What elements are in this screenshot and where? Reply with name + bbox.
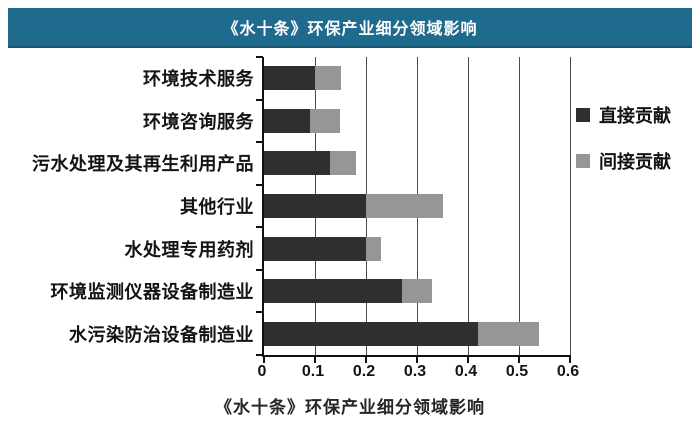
bar-indirect-segment bbox=[309, 108, 341, 133]
category-label: 污水处理及其再生利用产品 bbox=[32, 154, 254, 175]
x-axis-label: 0.1 bbox=[301, 363, 325, 380]
bar-row bbox=[264, 321, 540, 346]
bar-indirect-segment bbox=[315, 66, 341, 91]
bar-direct-segment bbox=[264, 321, 479, 346]
bar-row bbox=[264, 151, 356, 176]
bar-indirect-segment bbox=[330, 151, 356, 176]
x-axis-label: 0 bbox=[257, 363, 267, 380]
y-axis-tick bbox=[256, 354, 263, 356]
bar-row bbox=[264, 236, 382, 261]
bar-row bbox=[264, 108, 341, 133]
bar-row bbox=[264, 279, 433, 304]
y-axis-tick bbox=[256, 226, 263, 229]
category-label: 水处理专用药剂 bbox=[124, 239, 254, 260]
bar-indirect-segment bbox=[366, 194, 443, 218]
category-label: 环境监测仪器设备制造业 bbox=[50, 282, 254, 303]
y-axis-tick bbox=[256, 311, 263, 314]
category-label: 环境技术服务 bbox=[143, 69, 254, 90]
chart-title: 《水十条》环保产业细分领域影响 bbox=[222, 21, 478, 38]
bar-row bbox=[264, 66, 341, 91]
bar-direct-segment bbox=[264, 194, 366, 218]
x-axis-tick bbox=[416, 355, 418, 363]
x-axis-tick bbox=[263, 355, 265, 363]
legend-label-direct: 直接贡献 bbox=[599, 106, 671, 126]
category-label: 其他行业 bbox=[180, 196, 254, 217]
bar-row bbox=[264, 194, 443, 218]
plot-area bbox=[256, 56, 571, 363]
y-axis-tick bbox=[256, 141, 263, 144]
bar-direct-segment bbox=[264, 279, 402, 304]
gridline-0.6 bbox=[569, 57, 571, 355]
y-axis-tick bbox=[256, 56, 263, 58]
x-axis-label: 0.4 bbox=[454, 363, 478, 380]
bar-direct-segment bbox=[264, 151, 331, 176]
bar-direct-segment bbox=[264, 236, 366, 261]
y-axis-tick bbox=[256, 183, 263, 186]
x-axis-tick bbox=[467, 355, 469, 363]
x-axis-tick bbox=[518, 355, 520, 363]
y-axis-tick bbox=[256, 98, 263, 101]
y-axis-tick bbox=[256, 268, 263, 271]
bar-indirect-segment bbox=[366, 236, 382, 261]
gridline-0.4 bbox=[467, 57, 469, 355]
direct-swatch-icon bbox=[576, 108, 590, 122]
bar-indirect-segment bbox=[478, 321, 540, 346]
title-bar: 《水十条》环保产业细分领域影响 bbox=[8, 8, 692, 48]
x-axis-tick bbox=[314, 355, 316, 363]
x-axis-label: 0.2 bbox=[352, 363, 376, 380]
x-axis-label: 0.6 bbox=[556, 363, 580, 380]
category-label: 水污染防治设备制造业 bbox=[69, 324, 254, 345]
x-axis-tick bbox=[569, 355, 571, 363]
legend: 直接贡献 间接贡献 bbox=[576, 102, 671, 174]
bar-direct-segment bbox=[264, 66, 315, 91]
bar-direct-segment bbox=[264, 108, 310, 133]
figure-caption: 《水十条》环保产业细分领域影响 bbox=[215, 398, 485, 417]
legend-item-indirect: 间接贡献 bbox=[576, 148, 671, 174]
x-axis-label: 0.3 bbox=[403, 363, 427, 380]
x-axis-tick bbox=[365, 355, 367, 363]
legend-label-indirect: 间接贡献 bbox=[599, 152, 671, 172]
indirect-swatch-icon bbox=[576, 154, 590, 168]
x-axis-label: 0.5 bbox=[505, 363, 529, 380]
gridline-0.5 bbox=[518, 57, 520, 355]
category-label: 环境咨询服务 bbox=[143, 111, 254, 132]
legend-item-direct: 直接贡献 bbox=[576, 102, 671, 128]
bar-indirect-segment bbox=[401, 279, 433, 304]
